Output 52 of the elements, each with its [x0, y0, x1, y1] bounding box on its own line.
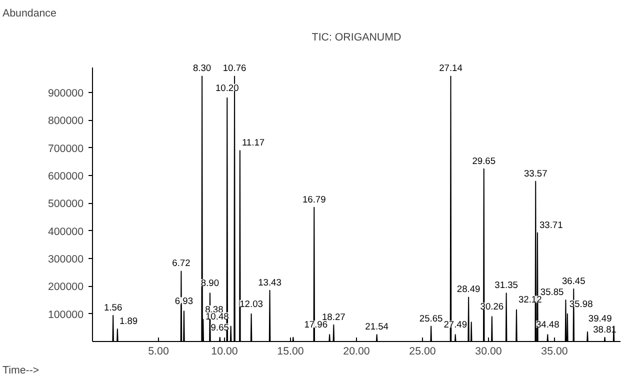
annotation: 31.35 [494, 280, 518, 290]
y-tick-label: 500000 [48, 198, 84, 210]
x-tick-label: 15.00 [277, 346, 304, 358]
y-tick-label: 100000 [48, 308, 84, 321]
annotation: 16.79 [302, 194, 326, 204]
annotation: 21.54 [365, 322, 388, 332]
annotation: 27.49 [444, 320, 468, 330]
x-tick-label: 30.00 [475, 346, 502, 358]
annotation: 13.43 [258, 277, 282, 288]
annotation: 34.48 [536, 320, 560, 330]
x-axis-title: Time--> [2, 364, 40, 376]
annotation: 6.72 [172, 258, 190, 268]
y-tick-label: 700000 [48, 142, 84, 155]
annotation: 33.71 [539, 220, 563, 230]
x-tick-label: 20.00 [343, 346, 370, 358]
annotation: 30.26 [480, 302, 504, 312]
annotation: 9.65 [210, 322, 229, 332]
annotation: 33.57 [524, 168, 548, 178]
y-tick-label: 400000 [48, 226, 84, 238]
x-tick-label: 5.00 [148, 346, 169, 358]
annotation: 27.14 [439, 63, 462, 74]
y-axis-title: Abundance [2, 8, 56, 20]
chart-title: TIC: ORIGANUMD [312, 32, 402, 44]
annotation: 1.89 [119, 316, 138, 326]
x-tick-label: 10.00 [211, 346, 238, 358]
annotation: 1.56 [104, 302, 122, 312]
annotation: 29.65 [472, 156, 496, 166]
y-tick-label: 200000 [48, 281, 84, 294]
annotation: 12.03 [240, 298, 263, 309]
annotation: 6.93 [174, 296, 194, 306]
y-tick-label: 800000 [48, 115, 84, 128]
annotation: 35.98 [569, 298, 593, 309]
x-tick-label: 25.00 [409, 346, 436, 358]
annotation: 11.17 [242, 138, 265, 148]
annotation: 10.20 [215, 82, 239, 93]
annotation: 10.48 [205, 311, 229, 322]
annotation: 18.27 [322, 312, 346, 322]
annotation: 39.49 [588, 313, 612, 324]
annotation: 8.90 [200, 278, 220, 288]
y-tick-label: 300000 [48, 254, 84, 266]
annotation: 10.76 [222, 63, 246, 74]
annotation: 8.38 [205, 304, 224, 314]
annotation: 32.12 [518, 294, 542, 305]
annotation: 35.85 [540, 287, 564, 298]
annotation: 25.65 [419, 313, 443, 324]
annotation: 8.30 [192, 63, 212, 74]
y-tick-label: 600000 [48, 170, 84, 183]
y-tick-label: 900000 [48, 88, 84, 100]
x-tick-label: 35.00 [541, 346, 568, 358]
annotation: 36.45 [562, 276, 586, 286]
annotation: 17.96 [304, 320, 328, 330]
annotation: 28.49 [456, 284, 480, 294]
